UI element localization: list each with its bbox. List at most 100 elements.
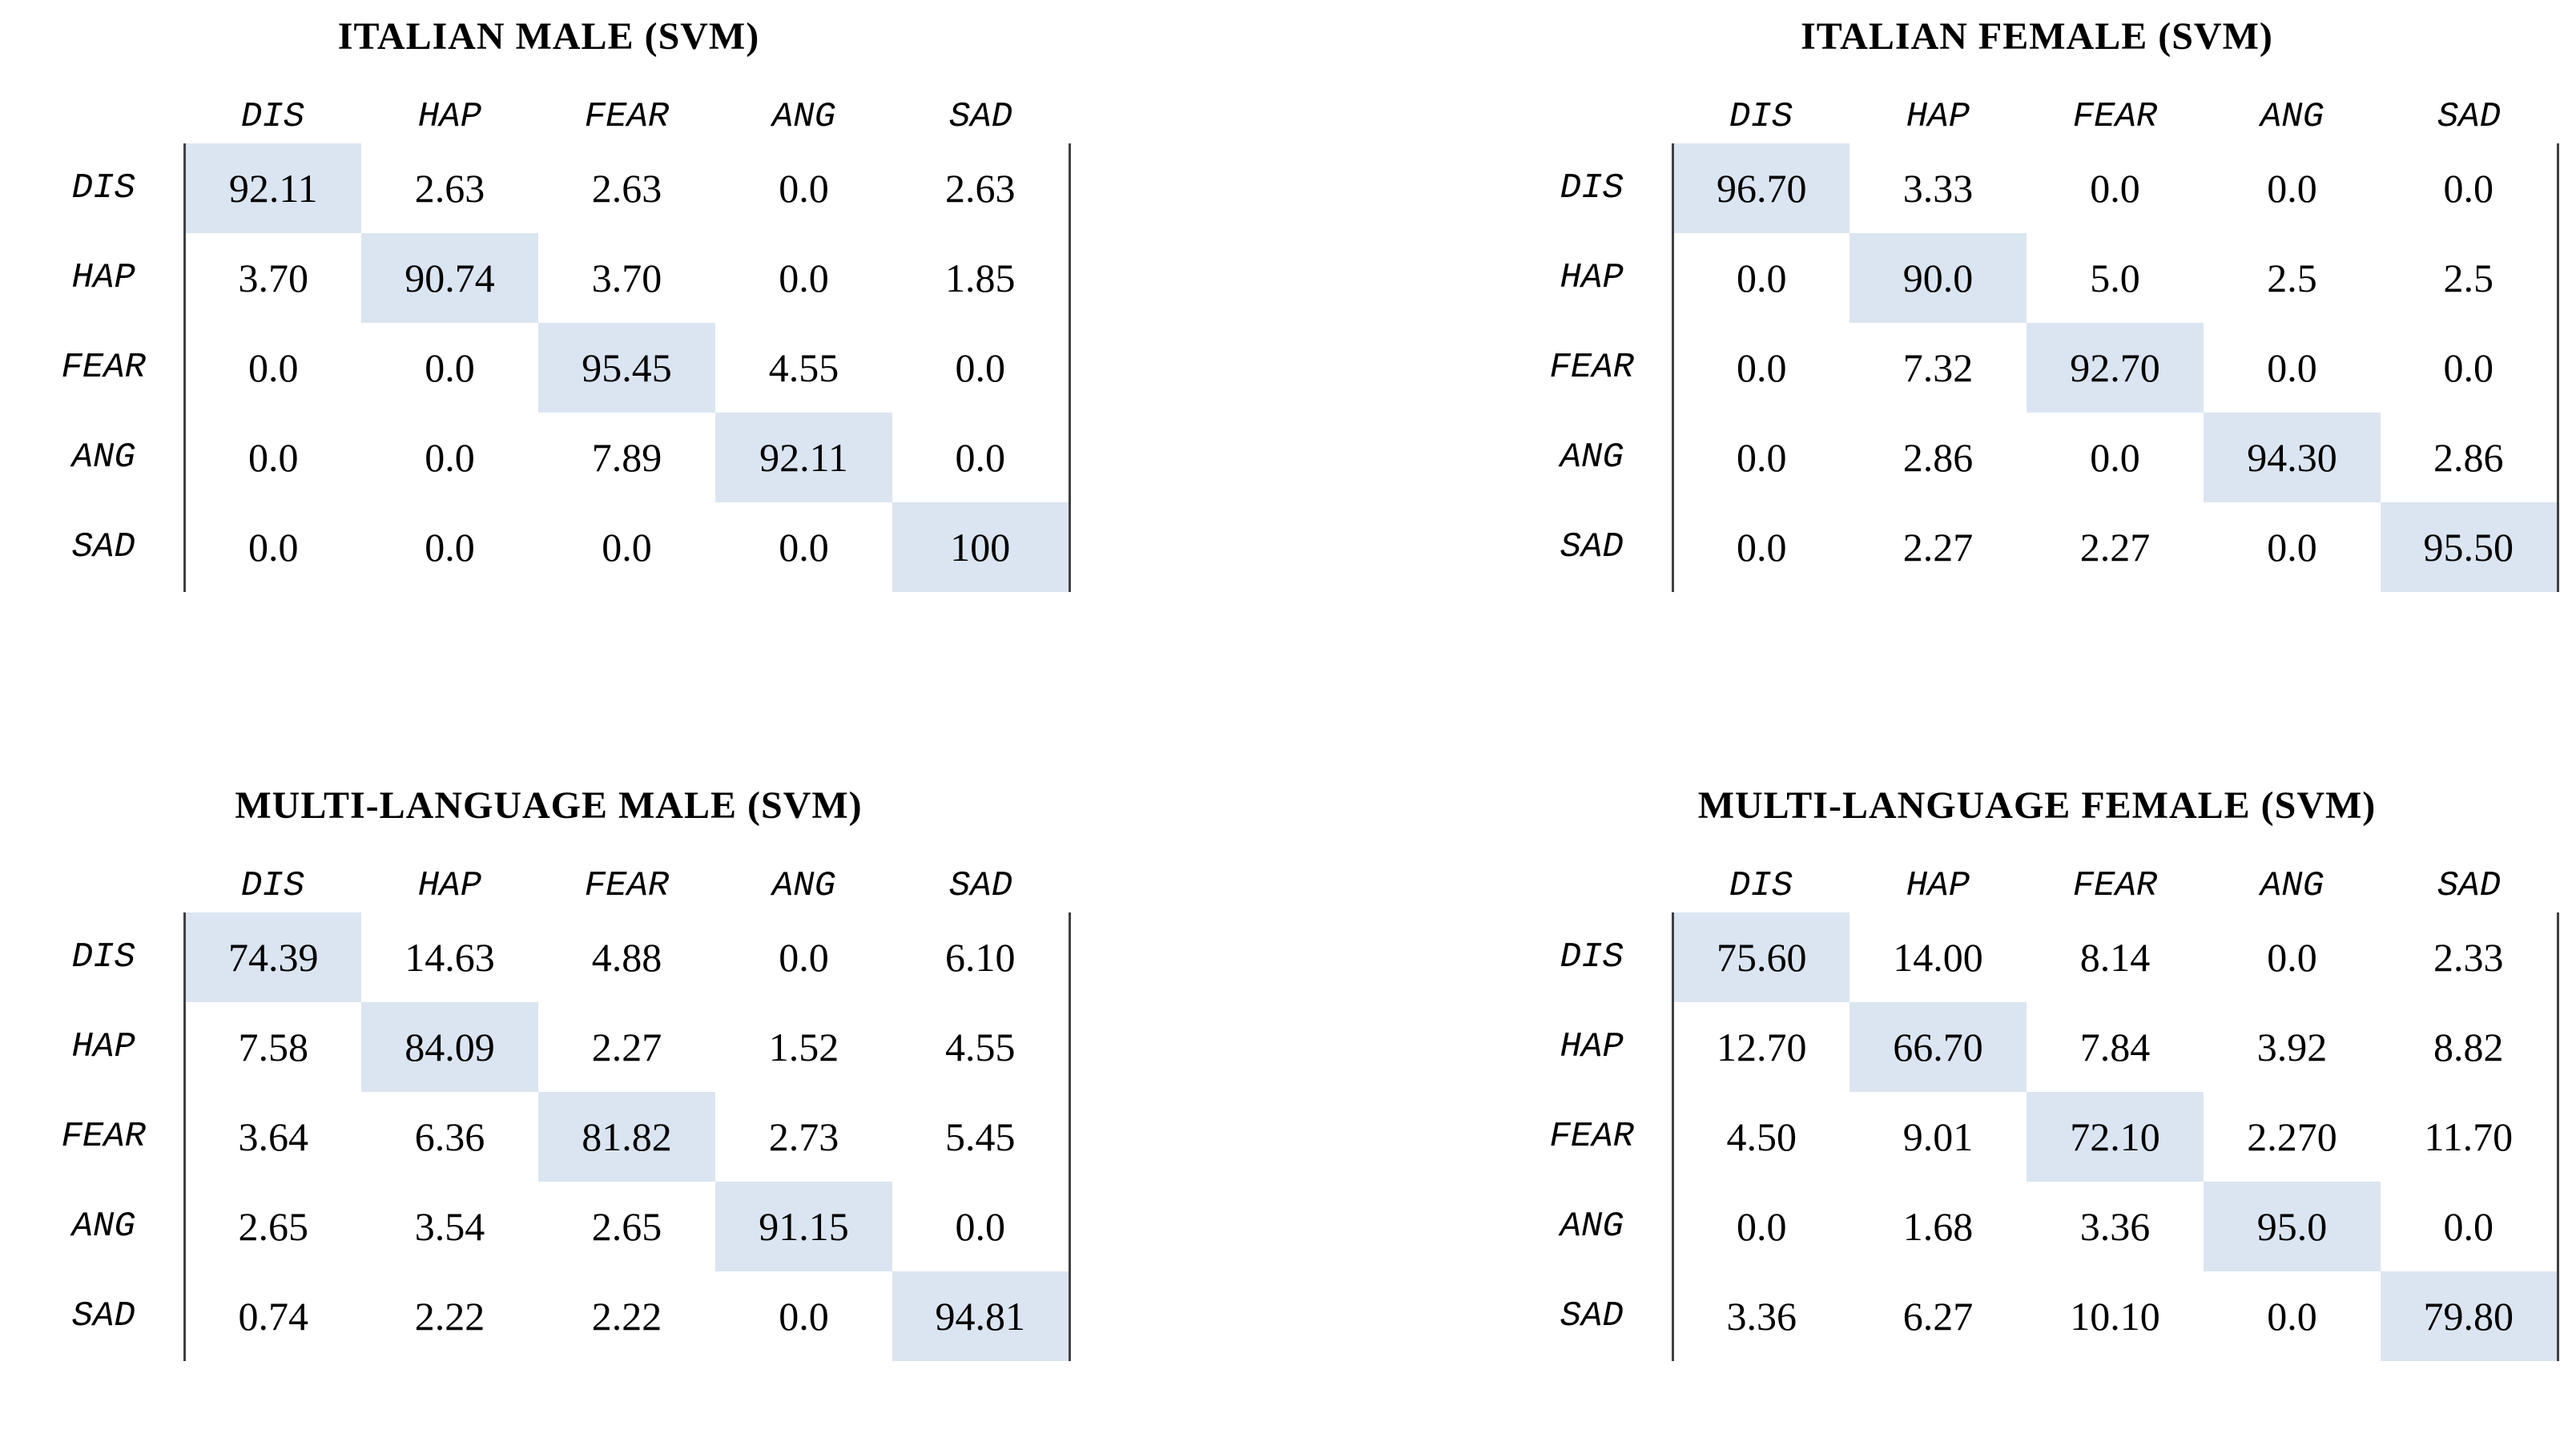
matrix-cell: 0.0 xyxy=(2267,525,2317,570)
row-header-ang: ANG xyxy=(71,1206,135,1247)
diagonal-cell: 92.11 xyxy=(183,143,361,233)
matrix-cell: 0.0 xyxy=(183,502,361,592)
matrix-cell: 0.0 xyxy=(183,413,361,502)
matrix-cell: 2.27 xyxy=(1902,525,1974,570)
confusion-matrix-italian-male: ITALIAN MALE (SVM) DIS HAP FEAR ANG SAD DIS 92… xyxy=(24,14,1073,592)
matrix-cell: 0.0 xyxy=(779,166,829,211)
column-header-ang: ANG xyxy=(771,866,836,906)
confusion-table-italian-male: DIS HAP FEAR ANG SAD DIS 92.11 2.63 2.63 0.0 2.63 H… xyxy=(24,91,1071,592)
confusion-table-multilanguage-female: DIS HAP FEAR ANG SAD DIS 75.60 14.00 8.14 0.0 2.33… xyxy=(1512,860,2559,1361)
diagonal-cell: 66.70 xyxy=(1849,1002,2027,1092)
row-header-ang: ANG xyxy=(71,437,135,477)
matrix-row-ang: ANG 0.0 1.68 3.36 95.0 0.0 xyxy=(1512,1182,2559,1271)
row-header-ang: ANG xyxy=(1560,1206,1624,1247)
matrix-cell: 7.89 xyxy=(591,435,662,480)
matrix-row-hap: HAP 7.58 84.09 2.27 1.52 4.55 xyxy=(24,1002,1071,1092)
matrix-row-hap: HAP 0.0 90.0 5.0 2.5 2.5 xyxy=(1512,233,2559,323)
matrix-cell: 0.0 xyxy=(1671,1182,1849,1271)
matrix-cell: 8.82 xyxy=(2381,1002,2559,1092)
matrix-cell: 5.0 xyxy=(2090,256,2140,300)
matrix-cell: 1.68 xyxy=(1902,1204,1974,1249)
matrix-cell: 0.0 xyxy=(779,525,829,570)
matrix-row-sad: SAD 0.74 2.22 2.22 0.0 94.81 xyxy=(24,1271,1071,1361)
row-header-ang: ANG xyxy=(1560,437,1624,477)
row-header-hap: HAP xyxy=(1560,1027,1624,1067)
diagonal-cell: 84.09 xyxy=(361,1002,538,1092)
confusion-table-italian-female: DIS HAP FEAR ANG SAD DIS 96.70 3.33 0.0 0.0 0.0 HAP… xyxy=(1512,91,2559,592)
column-header-row: DIS HAP FEAR ANG SAD xyxy=(1512,860,2558,912)
column-header-row: DIS HAP FEAR ANG SAD xyxy=(1512,91,2558,143)
matrix-body: DIS HAP FEAR ANG SAD DIS 75.60 14.00 8.14 0.0 2.33… xyxy=(1512,860,2559,1361)
column-header-row: DIS HAP FEAR ANG SAD xyxy=(24,91,1069,143)
matrix-row-fear: FEAR 0.0 7.32 92.70 0.0 0.0 xyxy=(1512,323,2559,413)
column-header-sad: SAD xyxy=(948,97,1013,137)
confusion-matrix-multilanguage-female: MULTI-LANGUAGE FEMALE (SVM) DIS HAP FEAR AN… xyxy=(1512,783,2562,1361)
matrix-cell: 0.0 xyxy=(2381,323,2559,413)
diagonal-cell: 75.60 xyxy=(1671,912,1849,1002)
matrix-row-ang: ANG 2.65 3.54 2.65 91.15 0.0 xyxy=(24,1182,1071,1271)
matrix-cell: 2.22 xyxy=(414,1294,485,1339)
diagonal-cell: 92.11 xyxy=(715,413,892,502)
matrix-cell: 6.10 xyxy=(892,912,1071,1002)
matrix-cell: 0.0 xyxy=(425,345,475,390)
row-header-dis: DIS xyxy=(71,168,135,208)
matrix-cell: 3.33 xyxy=(1902,166,1974,211)
row-header-dis: DIS xyxy=(71,937,135,977)
matrix-cell: 0.0 xyxy=(602,525,652,570)
confusion-matrix-multilanguage-male: MULTI-LANGUAGE MALE (SVM) DIS HAP FEAR ANG S… xyxy=(24,783,1073,1361)
matrix-cell: 6.27 xyxy=(1902,1294,1974,1339)
matrix-cell: 7.84 xyxy=(2079,1025,2151,1069)
matrix-cell: 2.86 xyxy=(2381,413,2559,502)
matrix-cell: 0.0 xyxy=(425,525,475,570)
matrix-cell: 2.73 xyxy=(768,1114,839,1159)
column-header-ang: ANG xyxy=(771,97,836,137)
column-header-fear: FEAR xyxy=(584,97,670,137)
matrix-cell: 1.85 xyxy=(892,233,1071,323)
diagonal-cell: 96.70 xyxy=(1671,143,1849,233)
matrix-cell: 2.270 xyxy=(2247,1114,2337,1159)
confusion-matrix-italian-female: ITALIAN FEMALE (SVM) DIS HAP FEAR ANG SAD DIS… xyxy=(1512,14,2562,592)
diagonal-cell: 94.81 xyxy=(892,1271,1071,1361)
matrix-cell: 2.65 xyxy=(183,1182,361,1271)
matrix-cell: 0.0 xyxy=(2090,435,2140,480)
matrix-body: DIS HAP FEAR ANG SAD DIS 74.39 14.63 4.88 0.0 6.10… xyxy=(24,860,1071,1361)
column-header-fear: FEAR xyxy=(584,866,670,906)
row-header-sad: SAD xyxy=(1560,1296,1624,1336)
matrix-cell: 2.5 xyxy=(2381,233,2559,323)
column-header-ang: ANG xyxy=(2260,866,2324,906)
column-header-sad: SAD xyxy=(2437,866,2502,906)
column-header-hap: HAP xyxy=(1906,97,1970,137)
matrix-cell: 12.70 xyxy=(1671,1002,1849,1092)
matrix-row-ang: ANG 0.0 0.0 7.89 92.11 0.0 xyxy=(24,413,1071,502)
matrix-cell: 0.0 xyxy=(1671,502,1849,592)
matrix-cell: 0.0 xyxy=(2267,1294,2317,1339)
matrix-cell: 2.22 xyxy=(591,1294,662,1339)
column-header-hap: HAP xyxy=(417,866,482,906)
matrix-cell: 4.50 xyxy=(1671,1092,1849,1182)
matrix-cell: 3.54 xyxy=(414,1204,485,1249)
diagonal-cell: 95.50 xyxy=(2381,502,2559,592)
column-header-fear: FEAR xyxy=(2072,866,2158,906)
corner-cell xyxy=(1512,860,1672,912)
column-header-dis: DIS xyxy=(1729,866,1793,906)
matrix-row-dis: DIS 96.70 3.33 0.0 0.0 0.0 xyxy=(1512,143,2559,233)
column-header-hap: HAP xyxy=(417,97,482,137)
matrix-cell: 0.0 xyxy=(892,1182,1071,1271)
matrix-cell: 2.33 xyxy=(2381,912,2559,1002)
column-header-fear: FEAR xyxy=(2072,97,2158,137)
matrix-cell: 8.14 xyxy=(2079,935,2151,980)
matrix-cell: 0.0 xyxy=(2267,345,2317,390)
diagonal-cell: 92.70 xyxy=(2027,323,2204,413)
row-header-hap: HAP xyxy=(71,1027,135,1067)
corner-cell xyxy=(1512,91,1672,143)
matrix-cell: 9.01 xyxy=(1902,1114,1974,1159)
matrix-cell: 1.52 xyxy=(768,1025,839,1069)
matrix-cell: 2.27 xyxy=(591,1025,662,1069)
matrix-cell: 2.86 xyxy=(1902,435,1974,480)
row-header-fear: FEAR xyxy=(1549,348,1635,388)
matrix-cell: 0.74 xyxy=(183,1271,361,1361)
row-header-fear: FEAR xyxy=(61,1117,147,1157)
row-header-dis: DIS xyxy=(1560,168,1624,208)
diagonal-cell: 95.45 xyxy=(538,323,715,413)
matrix-cell: 3.70 xyxy=(591,256,662,300)
